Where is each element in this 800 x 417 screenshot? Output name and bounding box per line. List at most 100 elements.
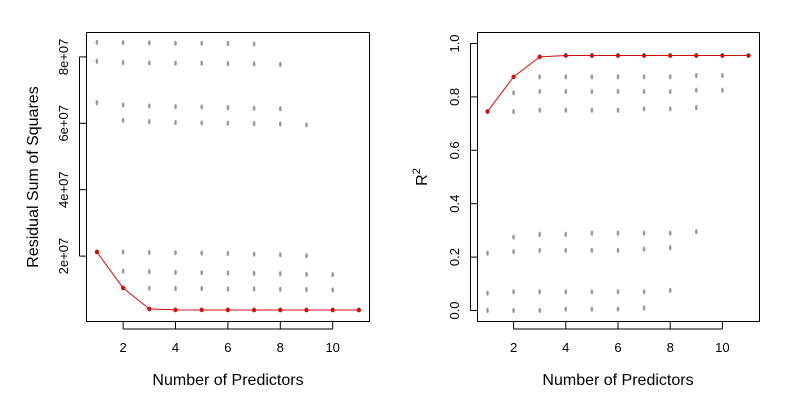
best-model-marker [589, 53, 595, 58]
rss-best-model-line [96, 251, 359, 311]
model-point [590, 88, 594, 95]
rss-x-axis: 2 4 6 8 10 [119, 321, 340, 355]
y-tick-label: 1.0 [447, 34, 462, 52]
model-point [512, 249, 515, 255]
r2-y-axis-title: R2 [411, 168, 431, 186]
best-model-marker [720, 53, 725, 58]
y-tick-label: 8e+07 [56, 39, 71, 76]
model-point [486, 307, 489, 314]
model-point [616, 247, 620, 254]
model-point [538, 107, 541, 113]
model-point [564, 74, 568, 80]
y-tick-label: 0.2 [447, 248, 462, 266]
best-model-marker [356, 307, 362, 313]
x-tick-label: 10 [325, 340, 339, 355]
model-point [121, 102, 125, 108]
model-point [538, 247, 541, 254]
model-point [200, 286, 203, 292]
model-point [538, 231, 541, 238]
model-point [200, 104, 203, 110]
model-point [174, 269, 177, 275]
model-point [668, 106, 672, 112]
model-point [148, 269, 151, 275]
rss-y-axis-title: Residual Sum of Squares [25, 86, 42, 267]
model-point [95, 58, 99, 64]
best-model-marker [278, 307, 283, 313]
model-point [695, 87, 698, 93]
r2-y-axis-title-superscript: 2 [411, 168, 423, 174]
model-point [305, 122, 308, 128]
model-point [331, 287, 335, 293]
model-point [616, 74, 620, 80]
model-point [226, 250, 230, 257]
model-point [121, 40, 125, 46]
y-tick-label: 0.4 [447, 195, 462, 213]
model-point [226, 60, 230, 67]
best-model-marker [485, 109, 490, 114]
model-point [121, 249, 125, 255]
x-tick-label: 8 [277, 340, 284, 355]
model-point [564, 289, 568, 295]
model-point [305, 287, 308, 293]
model-point [616, 289, 620, 295]
model-point [486, 250, 489, 256]
model-point [616, 107, 620, 113]
model-point [226, 105, 230, 111]
model-point [174, 286, 177, 292]
model-point [200, 120, 203, 126]
model-point [512, 289, 515, 295]
model-point [200, 250, 203, 256]
rss-all-model-points [95, 39, 361, 313]
model-point [590, 230, 594, 236]
model-point [279, 271, 282, 277]
y-tick-label: 0.6 [447, 141, 462, 159]
model-point [564, 88, 568, 95]
model-point [721, 87, 724, 93]
best-model-marker [746, 53, 751, 58]
y-tick-label: 6e+07 [56, 105, 71, 142]
model-point [538, 289, 541, 295]
best-model-marker [199, 307, 204, 313]
model-point [695, 72, 698, 79]
model-point [538, 307, 541, 314]
best-model-marker [537, 54, 542, 60]
model-point [200, 60, 203, 66]
model-point [668, 287, 672, 294]
r2-best-model-line [487, 55, 749, 112]
model-point [226, 286, 230, 292]
model-point [279, 106, 282, 112]
best-model-marker [304, 307, 309, 313]
model-point [148, 249, 151, 256]
r2-x-axis-title: Number of Predictors [542, 372, 693, 389]
model-point [695, 104, 698, 111]
model-point [148, 40, 151, 46]
x-tick-label: 6 [614, 340, 621, 355]
model-point [590, 74, 594, 80]
model-point [538, 74, 541, 80]
x-tick-label: 4 [172, 340, 179, 355]
model-point [121, 59, 125, 66]
rss-panel: 2e+07 4e+07 6e+07 8e+07 2 4 6 8 10 Number of Pr… [25, 32, 370, 389]
model-point [279, 252, 282, 258]
x-tick-label: 6 [224, 340, 231, 355]
model-point [616, 306, 620, 312]
best-model-marker [147, 306, 152, 312]
model-point [252, 286, 256, 292]
best-model-marker [225, 307, 231, 313]
model-point [564, 247, 568, 254]
y-tick-label: 2e+07 [56, 238, 71, 275]
model-point [616, 88, 620, 95]
r2-y-axis-title-base: R [414, 174, 431, 186]
r2-all-model-points [486, 52, 750, 314]
model-point [226, 41, 230, 47]
model-point [512, 234, 515, 240]
best-model-marker [563, 53, 568, 58]
model-point [279, 121, 282, 127]
model-point [642, 289, 646, 295]
model-point [174, 40, 177, 46]
model-point [642, 246, 646, 252]
model-point [512, 90, 515, 96]
best-model-marker [94, 249, 100, 255]
y-tick-label: 4e+07 [56, 171, 71, 208]
x-tick-label: 2 [119, 340, 126, 355]
